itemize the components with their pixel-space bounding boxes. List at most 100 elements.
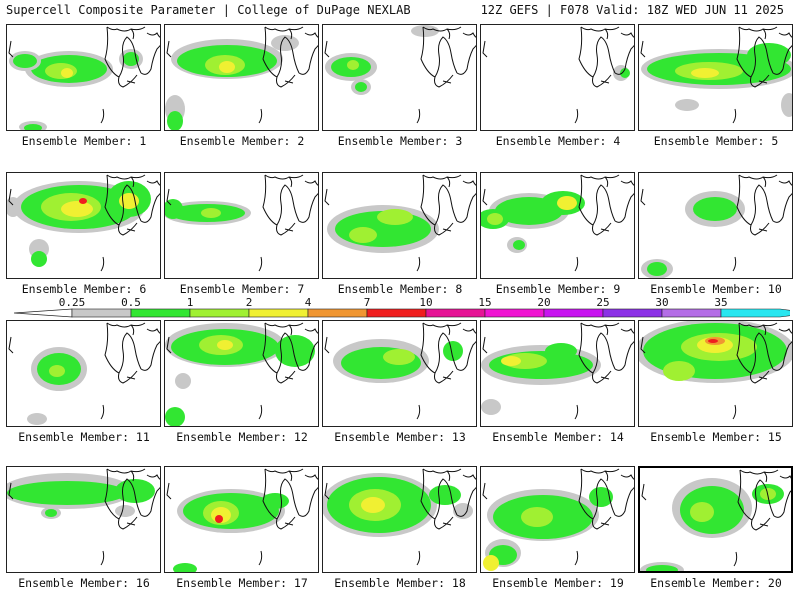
ensemble-member-label: Ensemble Member: 14 [492,430,624,444]
scp-field-map [482,468,634,571]
scp-contour-shading [675,99,699,111]
great-lakes-coastline [482,322,634,420]
ensemble-member-4-map[interactable] [480,24,635,131]
legend-color-segment [366,308,427,318]
great-lakes-coastline [324,174,476,272]
ensemble-member-3-map[interactable] [322,24,477,131]
scp-contour-shading [557,196,577,210]
scp-contour-shading [347,60,359,70]
ensemble-member-label: Ensemble Member: 6 [21,282,147,296]
scp-contour-shading [175,373,191,389]
scp-contour-shading [201,208,221,218]
scp-contour-shading [545,343,577,359]
scp-contour-shading [13,54,37,68]
great-lakes-coastline [482,174,634,272]
ensemble-member-label: Ensemble Member: 5 [653,134,779,148]
ensemble-member-9-map[interactable] [480,172,635,279]
legend-tick-label: 20 [537,296,550,309]
legend-color-segment [130,308,191,318]
legend-tick-label: 1 [187,296,194,309]
ensemble-member-label: Ensemble Member: 9 [495,282,621,296]
ensemble-member-18-map[interactable] [322,466,477,573]
scp-field-map [481,322,634,420]
legend-tick-label: 0.25 [59,296,86,309]
ensemble-member-12-map[interactable] [164,320,319,427]
scp-contour-shading [349,227,377,243]
scp-contour-shading [443,341,463,361]
scp-contour-shading [690,502,714,522]
scp-contour-shading [429,485,461,505]
scp-field-map [639,321,792,420]
ensemble-member-20-map[interactable] [638,466,793,573]
scp-field-map [481,174,634,272]
great-lakes-coastline [640,26,792,124]
scp-contour-shading [781,93,792,117]
scp-contour-shading [217,340,233,350]
scp-contour-shading [747,43,791,67]
legend-color-segment [661,308,722,318]
scp-contour-shading [691,68,719,78]
great-lakes-coastline [166,26,318,124]
scp-contour-shading [355,82,367,92]
scp-contour-shading [521,507,553,527]
scp-contour-shading [483,555,499,571]
legend-lower-arrow [14,308,73,318]
scp-contour-shading [620,68,630,78]
scp-field-map [165,322,318,426]
ensemble-member-label: Ensemble Member: 19 [492,576,624,590]
scp-contour-shading [501,356,521,366]
great-lakes-coastline [482,26,634,124]
ensemble-member-16-map[interactable] [6,466,161,573]
great-lakes-coastline [166,174,318,272]
scp-contour-shading [647,262,667,276]
ensemble-member-label: Ensemble Member: 1 [21,134,147,148]
scp-contour-shading [487,213,503,225]
ensemble-member-6-map[interactable] [6,172,161,279]
scp-contour-shading [7,481,127,505]
ensemble-member-1-map[interactable] [6,24,161,131]
scp-contour-shading [663,361,695,381]
great-lakes-coastline [324,468,476,566]
scp-field-map [324,174,476,272]
scp-contour-shading [49,365,65,377]
ensemble-member-label: Ensemble Member: 20 [650,576,782,590]
ensemble-member-19-map[interactable] [480,466,635,573]
legend-color-segment [602,308,663,318]
ensemble-member-label: Ensemble Member: 8 [337,282,463,296]
great-lakes-coastline [166,468,318,566]
scp-contour-shading [453,503,473,519]
ensemble-member-7-map[interactable] [164,172,319,279]
ensemble-member-label: Ensemble Member: 2 [179,134,305,148]
ensemble-member-2-map[interactable] [164,24,319,131]
ensemble-member-8-map[interactable] [322,172,477,279]
scp-field-map [8,322,160,425]
scp-field-map [324,25,476,124]
scp-contour-shading [411,25,439,37]
scp-contour-shading [45,509,57,517]
scp-contour-shading [481,399,501,415]
great-lakes-coastline [324,26,476,124]
ensemble-member-10-map[interactable] [638,172,793,279]
scp-field-map [640,26,792,124]
ensemble-member-14-map[interactable] [480,320,635,427]
ensemble-member-label: Ensemble Member: 12 [176,430,308,444]
scp-contour-shading [708,339,718,343]
ensemble-member-5-map[interactable] [638,24,793,131]
scp-field-map [166,468,318,572]
scp-contour-shading [115,505,135,517]
ensemble-member-15-map[interactable] [638,320,793,427]
legend-tick-label: 30 [655,296,668,309]
scp-contour-shading [165,407,185,426]
ensemble-member-11-map[interactable] [6,320,161,427]
scp-contour-shading [219,61,235,73]
scp-contour-shading [27,413,47,425]
ensemble-member-17-map[interactable] [164,466,319,573]
ensemble-member-13-map[interactable] [322,320,477,427]
ensemble-member-label: Ensemble Member: 13 [334,430,466,444]
scp-field-map [323,468,476,566]
legend-color-segment [307,308,368,318]
scp-contour-shading [646,565,678,571]
great-lakes-coastline [640,322,792,420]
run-valid-time: 12Z GEFS | F078 Valid: 18Z WED JUN 11 20… [480,3,784,17]
legend-color-segment [720,308,790,318]
